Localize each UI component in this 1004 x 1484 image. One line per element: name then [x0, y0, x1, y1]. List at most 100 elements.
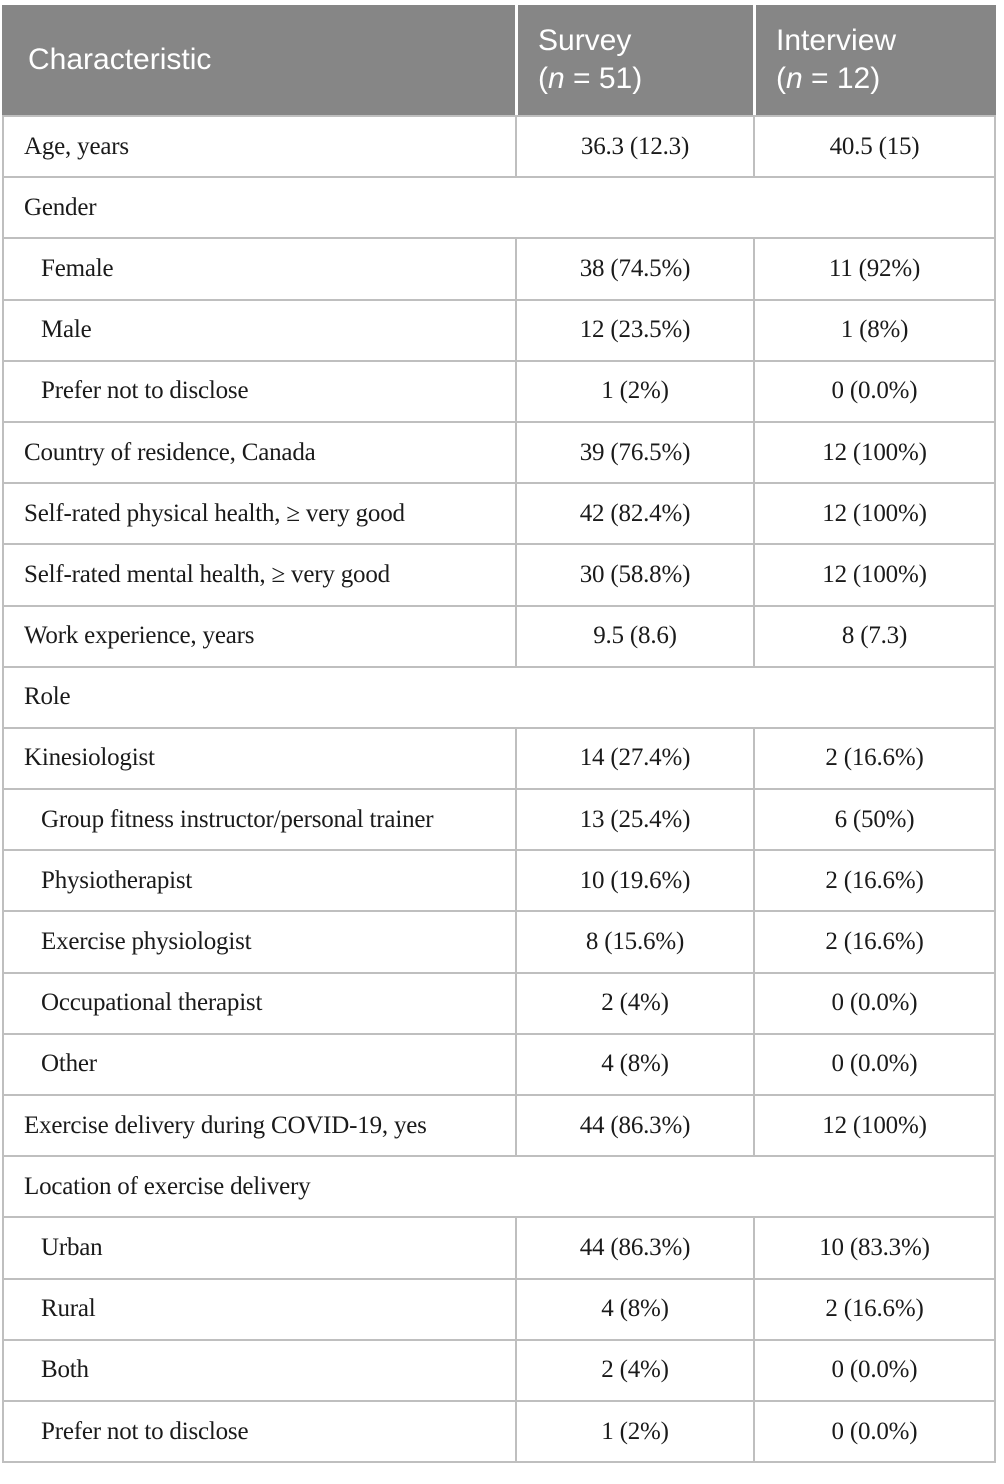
table-row: Kinesiologist 14 (27.4%) 2 (16.6%) [4, 728, 994, 791]
survey-value: 12 (23.5%) [515, 300, 753, 360]
survey-value: 14 (27.4%) [515, 728, 753, 789]
interview-value: 12 (100%) [753, 484, 994, 544]
survey-value: 30 (58.8%) [515, 545, 753, 605]
header-survey-title: Survey [538, 24, 632, 58]
survey-value: 1 (2%) [515, 1401, 753, 1462]
section-row: Gender [4, 178, 994, 240]
interview-value: 10 (83.3%) [753, 1218, 994, 1278]
interview-value: 0 (0.0%) [753, 361, 994, 421]
survey-value: 39 (76.5%) [515, 422, 753, 483]
section-label: Gender [24, 193, 97, 221]
table-row: Prefer not to disclose 1 (2%) 0 (0.0%) [4, 361, 994, 423]
characteristic-label: Physiotherapist [41, 866, 193, 894]
table-row: Self-rated mental health, ≥ very good 30 … [4, 545, 994, 607]
header-characteristic-label: Characteristic [28, 43, 212, 77]
survey-value: 44 (86.3%) [515, 1096, 753, 1156]
characteristic-label: Other [41, 1050, 97, 1078]
table-row: Urban 44 (86.3%) 10 (83.3%) [4, 1218, 994, 1280]
interview-value: 2 (16.6%) [753, 851, 994, 911]
header-cell-interview: Interview (n = 12) [753, 5, 996, 115]
interview-value: 40.5 (15) [753, 117, 994, 177]
interview-value: 6 (50%) [753, 790, 994, 850]
table-body: Age, years 36.3 (12.3) 40.5 (15) Gender Fema… [2, 115, 996, 1464]
section-row: Role [4, 668, 994, 729]
characteristic-label: Self-rated physical health, ≥ very good [24, 499, 405, 527]
characteristic-label: Self-rated mental health, ≥ very good [24, 560, 390, 588]
characteristic-label: Rural [41, 1295, 96, 1323]
characteristic-label: Exercise delivery during COVID-19, yes [24, 1111, 427, 1139]
characteristic-label: Female [41, 254, 114, 282]
characteristic-label: Male [41, 316, 92, 344]
interview-value: 12 (100%) [753, 1096, 994, 1156]
section-row: Location of exercise delivery [4, 1157, 994, 1219]
survey-value: 1 (2%) [515, 361, 753, 421]
interview-value: 2 (16.6%) [753, 728, 994, 789]
interview-value: 1 (8%) [753, 300, 994, 360]
table-row: Physiotherapist 10 (19.6%) 2 (16.6%) [4, 851, 994, 913]
table-row: Rural 4 (8%) 2 (16.6%) [4, 1279, 994, 1341]
interview-value: 11 (92%) [753, 239, 994, 299]
survey-value: 38 (74.5%) [515, 239, 753, 299]
characteristic-label: Exercise physiologist [41, 928, 252, 956]
interview-value: 12 (100%) [753, 545, 994, 605]
table-row: Both 2 (4%) 0 (0.0%) [4, 1340, 994, 1402]
table-row: Group fitness instructor/personal traine… [4, 790, 994, 852]
interview-value: 0 (0.0%) [753, 973, 994, 1033]
section-label: Role [24, 683, 71, 711]
survey-n-symbol: n [548, 62, 565, 95]
table-row: Male 12 (23.5%) 1 (8%) [4, 300, 994, 362]
survey-n-value: = 51) [564, 62, 643, 95]
table-row: Other 4 (8%) 0 (0.0%) [4, 1034, 994, 1096]
characteristic-label: Kinesiologist [24, 744, 155, 772]
survey-value: 10 (19.6%) [515, 851, 753, 911]
characteristic-label: Prefer not to disclose [41, 1417, 249, 1445]
table-row: Self-rated physical health, ≥ very good 4… [4, 484, 994, 546]
characteristic-label: Group fitness instructor/personal traine… [41, 805, 434, 833]
characteristic-label: Both [41, 1356, 89, 1384]
survey-value: 36.3 (12.3) [515, 117, 753, 177]
survey-value: 44 (86.3%) [515, 1218, 753, 1278]
survey-value: 2 (4%) [515, 1340, 753, 1400]
table-header: Characteristic Survey (n = 51) Interview… [2, 5, 996, 115]
table-row: Exercise delivery during COVID-19, yes 44… [4, 1096, 994, 1158]
header-interview-n: (n = 12) [776, 60, 996, 98]
header-survey-n: (n = 51) [538, 60, 753, 98]
interview-value: 2 (16.6%) [753, 912, 994, 972]
survey-value: 4 (8%) [515, 1279, 753, 1339]
interview-value: 2 (16.6%) [753, 1279, 994, 1339]
table-row: Exercise physiologist 8 (15.6%) 2 (16.6%) [4, 912, 994, 974]
header-interview-title: Interview [776, 24, 897, 58]
characteristic-label: Country of residence, Canada [24, 438, 316, 466]
interview-n-symbol: n [786, 62, 803, 95]
survey-value: 2 (4%) [515, 973, 753, 1033]
table-row: Age, years 36.3 (12.3) 40.5 (15) [4, 117, 994, 179]
interview-value: 8 (7.3) [753, 606, 994, 666]
table-row: Work experience, years 9.5 (8.6) 8 (7.3) [4, 606, 994, 668]
survey-value: 4 (8%) [515, 1034, 753, 1094]
survey-value: 8 (15.6%) [515, 912, 753, 972]
section-label: Location of exercise delivery [24, 1172, 311, 1200]
table-row: Occupational therapist 2 (4%) 0 (0.0%) [4, 973, 994, 1035]
characteristic-label: Urban [41, 1233, 103, 1261]
table-row: Prefer not to disclose 1 (2%) 0 (0.0%) [4, 1401, 994, 1464]
interview-value: 12 (100%) [753, 422, 994, 483]
header-cell-survey: Survey (n = 51) [515, 5, 753, 115]
interview-n-value: = 12) [802, 62, 881, 95]
survey-n-open: ( [538, 62, 548, 95]
interview-value: 0 (0.0%) [753, 1401, 994, 1462]
survey-value: 9.5 (8.6) [515, 606, 753, 666]
interview-n-open: ( [776, 62, 786, 95]
survey-value: 42 (82.4%) [515, 484, 753, 544]
interview-value: 0 (0.0%) [753, 1340, 994, 1400]
characteristic-label: Age, years [24, 132, 129, 160]
survey-value: 13 (25.4%) [515, 790, 753, 850]
characteristic-label: Prefer not to disclose [41, 377, 249, 405]
characteristic-label: Occupational therapist [41, 989, 263, 1017]
table-row: Female 38 (74.5%) 11 (92%) [4, 239, 994, 301]
header-cell-characteristic: Characteristic [2, 5, 515, 115]
characteristic-label: Work experience, years [24, 622, 255, 650]
interview-value: 0 (0.0%) [753, 1034, 994, 1094]
table-row: Country of residence, Canada 39 (76.5%) 12… [4, 422, 994, 485]
participant-characteristics-table: Characteristic Survey (n = 51) Interview… [2, 5, 996, 1464]
